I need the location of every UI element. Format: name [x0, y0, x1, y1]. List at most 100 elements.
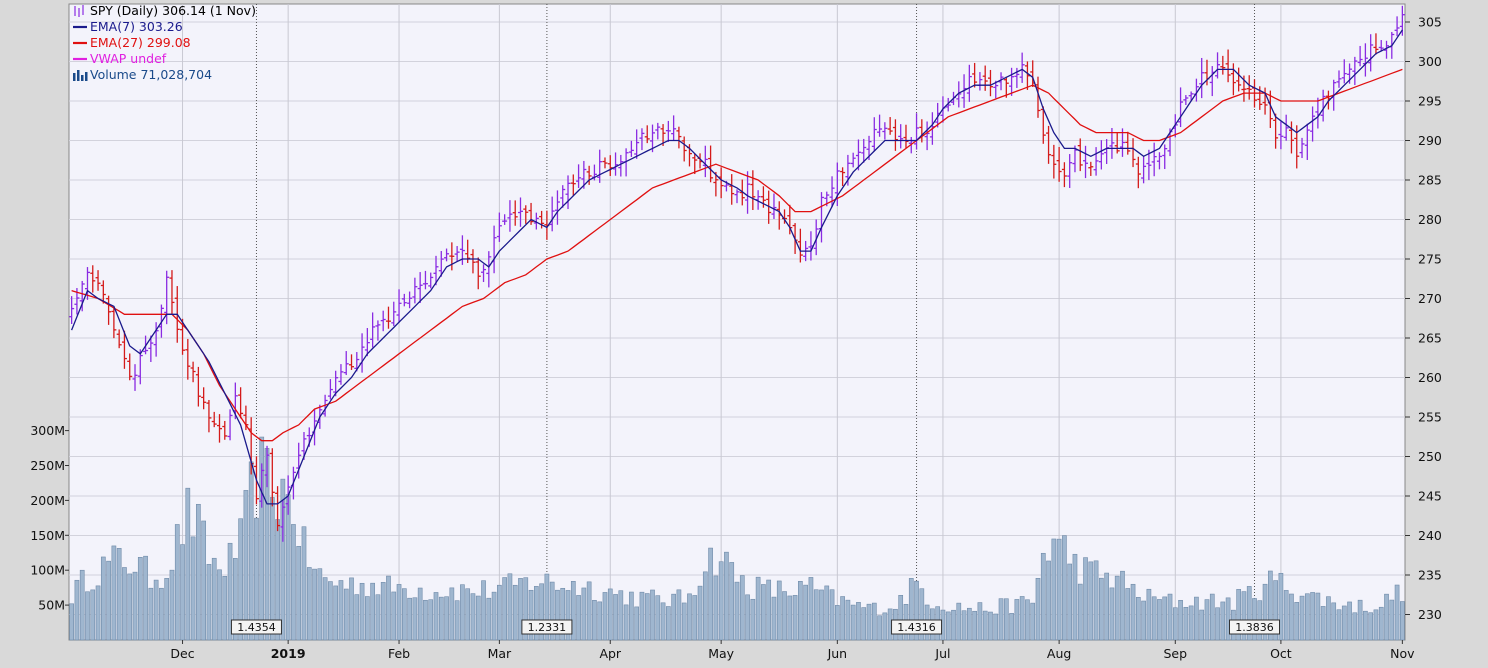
- price-tick-label: 240: [1418, 528, 1442, 543]
- legend-entry: VWAP undef: [73, 51, 167, 66]
- ohlc-bar: [914, 113, 920, 150]
- volume-tick-label: 200M: [30, 493, 65, 508]
- ohlc-bar: [449, 242, 455, 271]
- volume-bar: [1120, 570, 1125, 641]
- legend-entry: Volume 71,028,704: [73, 67, 212, 82]
- volume-bar: [449, 587, 455, 641]
- volume-bar: [1099, 577, 1104, 641]
- price-tick-label: 305: [1418, 15, 1442, 30]
- ohlc-bar: [1156, 152, 1162, 170]
- volume-bar: [555, 589, 560, 641]
- volume-bar: [497, 584, 502, 641]
- ohlc-bar: [333, 370, 339, 397]
- ohlc-bar: [549, 196, 555, 232]
- ohlc-bar: [1225, 49, 1231, 83]
- volume-bar: [1299, 595, 1305, 641]
- ohlc-bar: [127, 353, 133, 381]
- volume-bar: [1225, 597, 1231, 641]
- volume-tick-label: 250M: [30, 458, 65, 473]
- ohlc-bar: [1067, 154, 1073, 188]
- volume-bars-icon: [73, 70, 88, 81]
- volume-bar: [718, 561, 724, 641]
- volume-bar: [74, 579, 80, 641]
- ohlc-bar: [95, 270, 101, 291]
- volume-bar: [528, 589, 534, 641]
- volume-bar: [106, 560, 111, 641]
- ohlc-bar: [1236, 67, 1242, 92]
- grid: [69, 4, 1405, 640]
- ohlc-bar: [481, 264, 487, 283]
- ohlc-bar: [877, 114, 883, 137]
- volume-bar: [285, 494, 291, 641]
- price-axis: 305 300 295 290 285 280 275 270 265 260 255 250 245 2…: [1405, 15, 1442, 622]
- volume-bar: [1304, 593, 1310, 641]
- time-tick-label: Aug: [1047, 646, 1071, 661]
- ohlc-bar: [1088, 161, 1094, 176]
- volume-bar: [1294, 602, 1300, 641]
- price-tick-label: 275: [1418, 252, 1442, 267]
- volume-bar: [898, 595, 904, 641]
- ohlc-bar: [771, 193, 777, 219]
- ohlc-bar: [665, 120, 671, 142]
- volume-bar: [1273, 580, 1278, 641]
- volume-bar: [782, 591, 787, 641]
- volume-bar: [713, 575, 719, 641]
- volume-bar: [1035, 577, 1041, 641]
- volume-bar: [1289, 593, 1294, 641]
- ohlc-bar: [903, 124, 909, 149]
- volume-bar: [607, 588, 613, 641]
- ohlc-bar: [581, 160, 587, 189]
- ohlc-bar: [259, 463, 265, 508]
- volume-bar: [1209, 593, 1215, 641]
- volume-bar: [280, 478, 286, 641]
- volume-bar: [623, 604, 629, 641]
- volume-bar: [85, 591, 90, 641]
- volume-bar: [1400, 601, 1405, 641]
- volume-bar: [1009, 613, 1014, 641]
- legend-label: Volume 71,028,704: [90, 67, 212, 82]
- volume-bar: [787, 595, 793, 641]
- ohlc-bar: [364, 328, 370, 357]
- volume-series: [69, 436, 1405, 641]
- volume-bar: [1162, 596, 1168, 641]
- volume-bar: [169, 569, 175, 641]
- ohlc-bar: [729, 174, 735, 205]
- volume-bar: [111, 545, 117, 641]
- ohlc-bar: [211, 411, 217, 428]
- ohlc-bar: [855, 139, 861, 171]
- ohlc-bar: [676, 126, 682, 149]
- volume-bar: [254, 517, 259, 641]
- ohlc-bar: [634, 129, 640, 159]
- ohlc-bar: [238, 387, 244, 419]
- volume-bar: [597, 601, 603, 641]
- ohlc-bar: [153, 322, 159, 357]
- ohlc-bar: [708, 145, 714, 183]
- volume-bar: [808, 577, 814, 641]
- legend-entry: SPY (Daily) 306.14 (1 Nov): [74, 3, 256, 18]
- volume-bar: [412, 597, 418, 641]
- volume-bar: [296, 546, 302, 641]
- volume-bar: [871, 602, 877, 641]
- time-tick-label: Jul: [934, 646, 950, 661]
- volume-bar: [798, 581, 803, 641]
- volume-bar: [349, 577, 354, 641]
- ohlc-bar: [554, 190, 560, 225]
- volume-bar: [1326, 596, 1331, 641]
- volume-bar: [803, 584, 808, 641]
- volume-bar: [301, 526, 307, 641]
- ohlc-bar: [444, 248, 450, 262]
- volume-bar: [1283, 590, 1289, 641]
- volume-bar: [159, 587, 164, 641]
- ohlc-bar: [1178, 87, 1184, 128]
- ohlc-bar: [1320, 89, 1326, 122]
- ohlc-bar: [1230, 63, 1236, 96]
- ohlc-bar: [966, 64, 972, 102]
- ohlc-bar: [1162, 144, 1168, 170]
- ohlc-bar: [560, 185, 566, 208]
- volume-bar: [697, 585, 703, 641]
- ohlc-bar: [227, 409, 233, 441]
- ohlc-bar: [882, 122, 888, 140]
- ohlc-bar: [1283, 114, 1289, 141]
- ohlc-bar: [121, 330, 127, 369]
- volume-bar: [1125, 588, 1131, 641]
